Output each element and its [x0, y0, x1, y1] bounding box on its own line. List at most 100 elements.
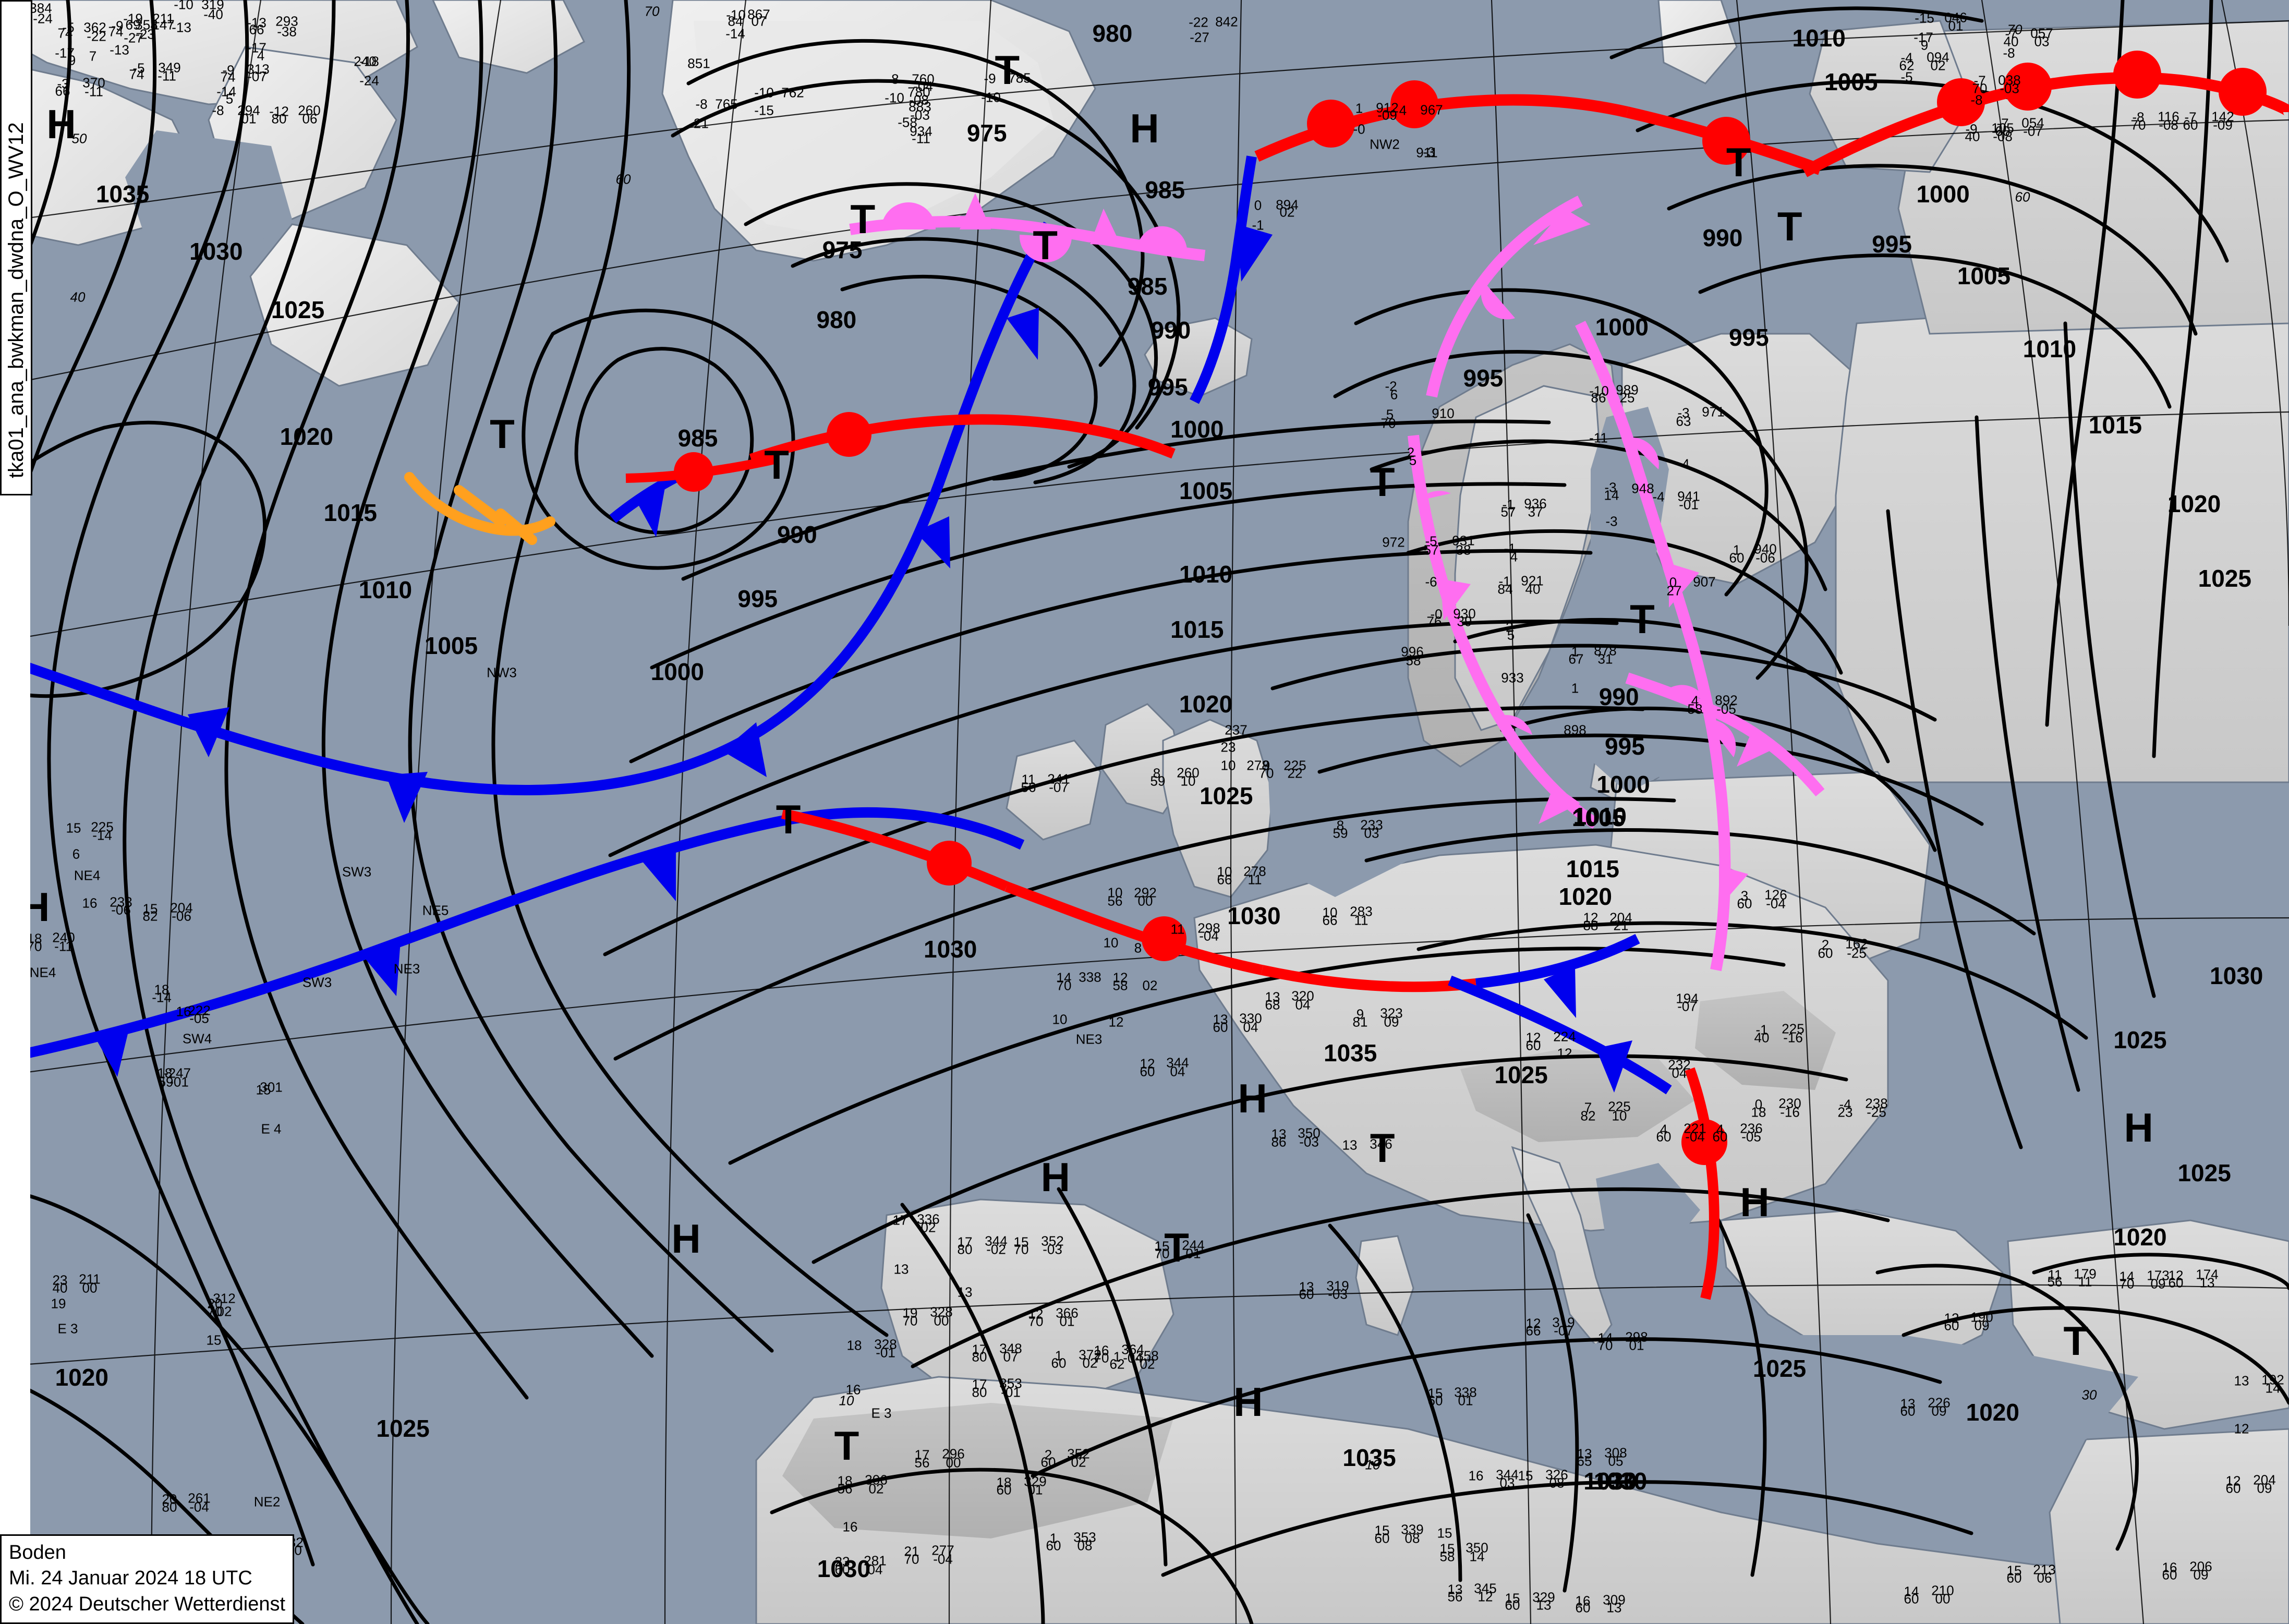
station-plot-value: 6: [1390, 386, 1398, 403]
station-plot-value: 15: [1518, 1468, 1533, 1484]
station-plot-value: -06: [111, 902, 131, 918]
graticule-tick-label: 10: [839, 1392, 854, 1409]
station-plot-value: 12: [1108, 1014, 1124, 1030]
station-plot-value: 298: [1625, 1329, 1648, 1345]
station-plot-value: 74: [220, 69, 236, 85]
station-plot-value: 892: [1715, 692, 1738, 708]
station-plot-value: 2: [1407, 444, 1415, 460]
station-plot-value: -9: [1965, 121, 1978, 137]
station-plot-value: 60: [1712, 1129, 1728, 1145]
station-plot-value: 17: [957, 1234, 973, 1250]
station-plot-value: 70: [1597, 1337, 1613, 1353]
station-plot-value: 278: [1246, 757, 1269, 773]
station-plot-value: 70: [902, 1313, 918, 1329]
low-pressure-marker: T: [850, 196, 876, 243]
station-plot-value: 57: [1500, 504, 1516, 520]
station-plot-value: 206: [2189, 1558, 2212, 1574]
product-id-label: tka01_ana_bwkman_dwdna_O_WV12: [0, 0, 32, 495]
station-plot-value: 931: [1452, 532, 1475, 549]
station-plot-value: 12: [1944, 1310, 1959, 1326]
station-plot-value: 358: [135, 17, 158, 33]
station-plot-value: 00: [946, 1455, 961, 1471]
station-plot-value: 18: [996, 1474, 1012, 1490]
station-plot-value: -17: [1913, 29, 1933, 45]
trough-line: [404, 472, 555, 545]
station-plot-value: 225: [1608, 1098, 1631, 1114]
station-plot-value: 16: [1094, 1342, 1109, 1359]
station-plot-value: -04: [189, 1499, 209, 1515]
high-pressure-marker: H: [1040, 1154, 1070, 1201]
station-plot-value: 126: [1764, 887, 1787, 903]
station-plot-value: 70: [1258, 765, 1274, 781]
station-plot-value: 349: [158, 59, 181, 76]
isobar-label: 1035: [1324, 1039, 1377, 1067]
graticule-tick-label: 30: [2081, 1387, 2097, 1403]
station-plot-value: 09: [2257, 1480, 2272, 1496]
station-plot-value: -5: [1900, 69, 1913, 85]
station-plot-value: -10: [981, 89, 1001, 105]
station-plot-value: NW3: [487, 664, 517, 681]
occluded-barbs-norway-coast: [1419, 491, 1580, 824]
station-plot-value: 211: [152, 10, 174, 27]
station-plot-value: 13: [1447, 1581, 1463, 1597]
station-plot-value: 936: [1524, 495, 1547, 512]
isobar-label: 975: [822, 236, 863, 263]
station-plot-value: 13: [1213, 1011, 1228, 1027]
station-plot-value: 12: [1477, 1589, 1493, 1605]
isobar-label: 990: [1702, 224, 1743, 252]
station-plot-value: 59: [1150, 773, 1166, 789]
station-plot-value: -24: [359, 72, 379, 89]
occluded-barbs-greenland: [881, 193, 1188, 263]
station-plot-value: 910: [1432, 405, 1455, 421]
station-plot-value: 204: [2253, 1472, 2276, 1488]
isobar-label: 995: [1147, 373, 1188, 401]
station-plot-value: -07: [1554, 1323, 1573, 1339]
station-plot-value: 996: [1401, 644, 1424, 660]
station-plot-value: 09: [2193, 1567, 2209, 1583]
station-plot-value: -4: [1677, 456, 1690, 472]
caption-datetime: Mi. 24 Januar 2024 18 UTC: [9, 1567, 252, 1590]
station-plot-value: -9: [984, 70, 996, 87]
isobar-label: 1025: [1494, 1061, 1548, 1089]
station-plot-value: 60: [1995, 123, 2011, 139]
station-plot-value: 15: [1427, 1385, 1443, 1401]
station-plot-value: 11: [2048, 1267, 2062, 1283]
high-pressure-marker: H: [1238, 1075, 1267, 1121]
station-plot-value: -14: [152, 989, 172, 1005]
station-plot-value: 15: [256, 1082, 271, 1098]
station-plot-value: 11: [1021, 771, 1036, 787]
station-plot-value: 13: [957, 1284, 973, 1300]
station-plot-value: 60: [2225, 1480, 2241, 1496]
station-plot-value: 12: [1525, 1029, 1541, 1046]
station-plot-value: 4: [1660, 1121, 1668, 1137]
station-plot-value: 344: [985, 1233, 1008, 1249]
graticule-tick-label: 70: [644, 3, 660, 19]
station-plot-value: 921: [1521, 573, 1544, 589]
station-plot-value: 14: [1604, 487, 1619, 503]
station-plot-value: 912: [1376, 100, 1399, 116]
station-plot-value: 74: [129, 66, 144, 82]
isobar-label: 1025: [376, 1414, 430, 1442]
station-plot-value: 15: [1437, 1525, 1452, 1541]
station-plot-value: 352: [1041, 1233, 1064, 1249]
station-plot-value: E 4: [261, 1121, 282, 1137]
station-plot-value: 17: [892, 1212, 908, 1228]
station-plot-value: -07: [1049, 779, 1069, 795]
station-plot-value: 60: [1299, 1286, 1314, 1302]
station-plot-value: 66: [1525, 1323, 1541, 1339]
station-plot-value: 15: [1505, 1590, 1520, 1606]
station-plot-value: -13: [172, 19, 191, 35]
station-plot-value: 293: [275, 13, 298, 29]
station-plot-value: 350: [1466, 1540, 1488, 1556]
cold-front-greenland: [1190, 155, 1273, 404]
station-plot-value: 37: [1528, 504, 1543, 520]
station-plot-value: 12: [1557, 1045, 1572, 1061]
isobar-label: 1010: [1179, 560, 1233, 588]
station-plot-value: -17: [247, 40, 267, 56]
station-plot-value: 15: [1154, 1238, 1170, 1254]
station-plot-value: 842: [1215, 14, 1238, 30]
station-plot-value: 4: [1716, 1121, 1724, 1137]
isobar-label: 1005: [1957, 262, 2011, 290]
station-plot-value: 094: [1927, 49, 1949, 65]
station-plot-value: -08: [909, 92, 929, 108]
